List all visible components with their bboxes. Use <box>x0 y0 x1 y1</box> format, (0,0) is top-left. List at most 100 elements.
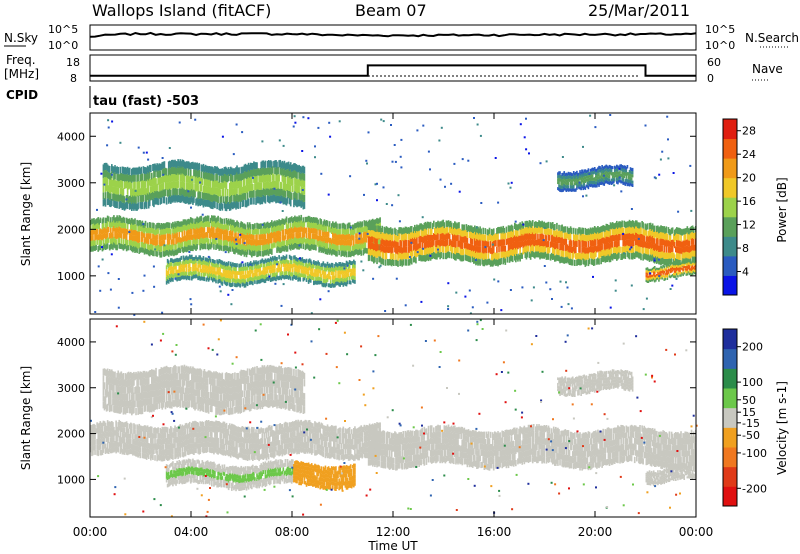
scatter-cell <box>283 235 286 241</box>
scatter-cell <box>191 162 193 169</box>
scatter-cell <box>203 172 206 180</box>
scatter-cell <box>277 188 279 196</box>
scatter-cell <box>275 232 277 238</box>
scatter-cell <box>106 191 109 199</box>
scatter-cell <box>367 220 370 227</box>
scatter-cell <box>546 241 549 248</box>
scatter-cell <box>206 265 209 269</box>
scatter-cell <box>365 231 368 237</box>
scatter-cell <box>152 164 154 171</box>
scatter-cell <box>401 260 404 267</box>
scatter-cell <box>354 276 356 280</box>
scatter-cell <box>639 252 641 259</box>
scatter-cell <box>262 239 265 246</box>
scatter-cell <box>447 251 450 258</box>
scatter-cell <box>581 247 583 254</box>
scatter-cell <box>153 185 155 193</box>
scatter-cell <box>374 256 376 263</box>
scatter-cell <box>378 218 380 224</box>
scatter-cell <box>470 225 473 232</box>
scatter-cell <box>268 243 271 249</box>
scatter-cell <box>347 266 350 270</box>
scatter-cell <box>276 267 278 272</box>
scatter-cell <box>260 274 263 279</box>
scatter-cell <box>148 233 151 240</box>
scatter-cell <box>450 240 453 247</box>
scatter-cell <box>195 270 197 275</box>
scatter-cell <box>117 217 120 223</box>
scatter-cell <box>502 251 505 258</box>
scatter-cell <box>181 261 184 265</box>
scatter-cell <box>252 170 254 177</box>
scatter-cell <box>196 162 198 170</box>
scatter-cell <box>423 229 426 236</box>
scatter-cell <box>384 246 387 254</box>
scatter-cell <box>189 245 192 251</box>
scatter-cell <box>184 263 187 268</box>
scatter-cell <box>310 272 313 277</box>
scatter-cell <box>542 234 545 241</box>
scatter-cell <box>535 221 537 228</box>
scatter-cell <box>209 274 212 278</box>
scatter-cell <box>276 275 278 279</box>
scatter-cell <box>353 235 355 241</box>
scatter-cell <box>216 263 218 267</box>
scatter-cell <box>405 259 408 266</box>
scatter-cell <box>157 244 159 251</box>
scatter-cell <box>192 190 194 198</box>
scatter-cell <box>236 247 238 253</box>
scatter-cell <box>238 279 240 283</box>
scatter-cell <box>582 240 585 247</box>
scatter-cell <box>481 258 484 265</box>
scatter-cell <box>222 235 225 241</box>
scatter-cell <box>128 235 131 241</box>
scatter-cell <box>342 266 345 271</box>
scatter-cell <box>466 249 469 256</box>
scatter-cell <box>306 275 309 280</box>
scatter-cell <box>98 240 101 246</box>
scatter-cell <box>286 229 289 236</box>
scatter-cell <box>394 227 396 234</box>
scatter-cell <box>323 263 326 268</box>
scatter-cell <box>364 226 367 232</box>
scatter-cell <box>348 222 351 229</box>
scatter-cell <box>156 245 158 252</box>
scatter-cell <box>439 234 441 241</box>
scatter-cell <box>217 272 219 276</box>
scatter-cell <box>105 238 108 245</box>
scatter-cell <box>142 247 145 253</box>
scatter-cell <box>181 221 184 227</box>
scatter-cell <box>373 223 375 231</box>
scatter-cell <box>246 243 249 250</box>
scatter-cell <box>309 239 312 245</box>
scatter-cell <box>197 223 199 229</box>
scatter-cell <box>438 251 440 257</box>
scatter-cell <box>579 252 581 260</box>
scatter-cell <box>321 224 324 230</box>
scatter-cell <box>172 167 174 175</box>
scatter-cell <box>344 224 347 230</box>
scatter-cell <box>105 176 108 184</box>
scatter-cell <box>454 227 456 235</box>
scatter-cell <box>339 266 341 271</box>
scatter-cell <box>279 242 282 248</box>
scatter-cell <box>201 198 204 206</box>
scatter-cell <box>247 184 250 192</box>
scatter-cell <box>170 161 172 169</box>
scatter-cell <box>166 174 169 183</box>
scatter-cell <box>128 181 131 189</box>
scatter-cell <box>278 255 280 260</box>
scatter-cell <box>540 252 542 259</box>
scatter-cell <box>638 252 640 259</box>
scatter-cell <box>269 174 272 182</box>
scatter-cell <box>181 236 184 242</box>
scatter-cell <box>200 164 203 172</box>
scatter-cell <box>122 245 125 251</box>
scatter-cell <box>377 218 379 224</box>
scatter-cell <box>166 233 169 239</box>
scatter-cell <box>482 227 485 235</box>
scatter-cell <box>396 235 398 242</box>
scatter-cell <box>295 268 297 273</box>
scatter-cell <box>424 221 427 229</box>
scatter-cell <box>418 254 420 261</box>
